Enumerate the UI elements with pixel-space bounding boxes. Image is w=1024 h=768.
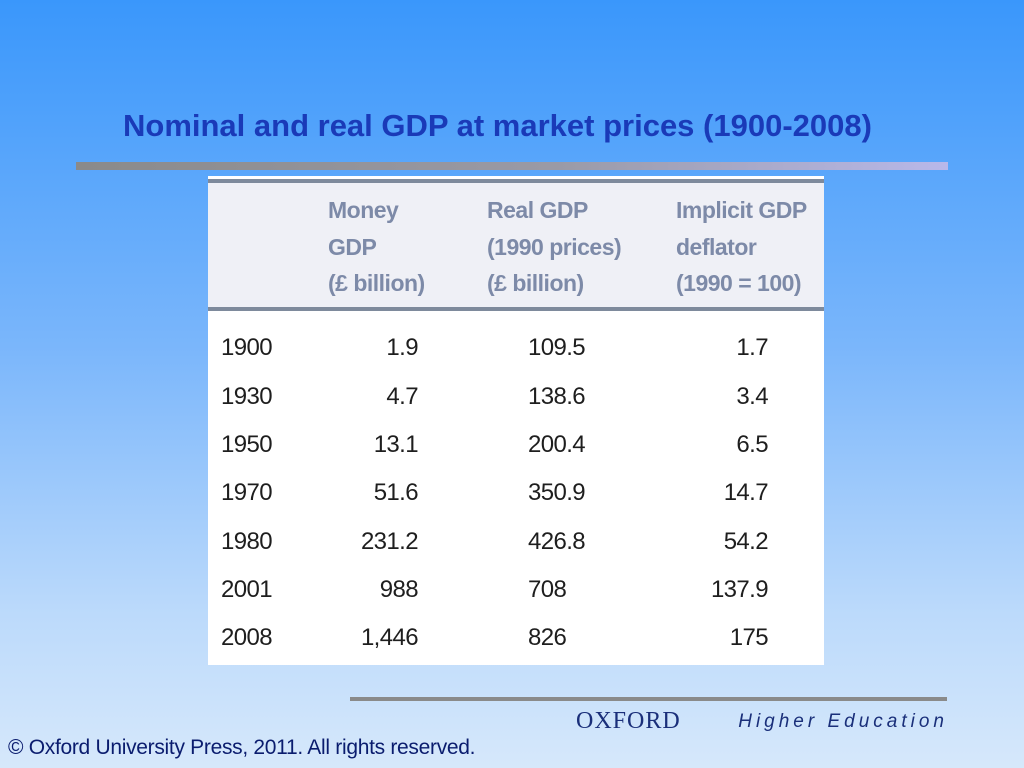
- header-line: Money: [328, 197, 399, 223]
- deflator-cell: 3.4: [736, 383, 768, 410]
- year-cell: 1900: [221, 334, 273, 361]
- copyright-notice: © Oxford University Press, 2011. All rig…: [8, 736, 476, 759]
- table-row: 1980 231.2 426.8 54.2: [208, 528, 824, 568]
- deflator-cell: 137.9: [710, 576, 769, 603]
- header-line: Real GDP: [487, 197, 588, 223]
- real-gdp-cell: 138.6: [528, 383, 586, 410]
- year-cell: 1930: [221, 383, 273, 410]
- header-line: (1990 = 100): [676, 270, 802, 296]
- table-top-rule: [208, 179, 824, 183]
- header-line: deflator: [676, 233, 757, 260]
- header-line: (1990 prices): [487, 233, 622, 260]
- real-gdp-cell: 350.9: [528, 479, 586, 506]
- slide-title: Nominal and real GDP at market prices (1…: [123, 108, 872, 143]
- table-header: [208, 183, 824, 311]
- header-line: (£ billion): [328, 270, 425, 296]
- year-cell: 1950: [221, 431, 273, 458]
- header-line: (£ billion): [487, 270, 584, 296]
- deflator-cell: 54.2: [723, 528, 769, 555]
- table-row: 1930 4.7 138.6 3.4: [208, 383, 824, 423]
- title-divider: [76, 162, 948, 170]
- real-gdp-cell: 200.4: [528, 431, 586, 458]
- table-header-rule: [208, 307, 824, 311]
- real-gdp-cell: 708: [528, 576, 567, 603]
- header-money-gdp: Money GDP (£ billion): [328, 192, 425, 302]
- year-cell: 2001: [221, 576, 273, 603]
- deflator-cell: 6.5: [736, 431, 768, 458]
- money-gdp-cell: 1.9: [386, 334, 418, 361]
- year-cell: 2008: [221, 624, 273, 651]
- brand-oxford: OXFORD: [576, 708, 681, 734]
- real-gdp-cell: 826: [528, 624, 567, 651]
- gdp-table: Money GDP (£ billion) Real GDP (1990 pri…: [208, 176, 824, 665]
- table-row: 2008 1,446 826 175: [208, 624, 824, 664]
- footer-divider: [350, 697, 947, 701]
- money-gdp-cell: 51.6: [373, 479, 419, 506]
- money-gdp-cell: 4.7: [386, 383, 418, 410]
- money-gdp-cell: 13.1: [373, 431, 419, 458]
- brand-higher-education: Higher Education: [738, 711, 948, 732]
- table-row: 1970 51.6 350.9 14.7: [208, 479, 824, 519]
- real-gdp-cell: 109.5: [528, 334, 586, 361]
- table-row: 1900 1.9 109.5 1.7: [208, 334, 824, 374]
- money-gdp-cell: 1,446: [360, 624, 419, 651]
- year-cell: 1970: [221, 479, 273, 506]
- money-gdp-cell: 231.2: [360, 528, 419, 555]
- header-line: Implicit GDP: [676, 197, 807, 223]
- real-gdp-cell: 426.8: [528, 528, 586, 555]
- deflator-cell: 175: [729, 624, 769, 651]
- table-row: 1950 13.1 200.4 6.5: [208, 431, 824, 471]
- table-row: 2001 988 708 137.9: [208, 576, 824, 616]
- deflator-cell: 1.7: [736, 334, 768, 361]
- year-cell: 1980: [221, 528, 273, 555]
- header-gdp-deflator: Implicit GDP deflator (1990 = 100): [676, 192, 807, 302]
- deflator-cell: 14.7: [723, 479, 769, 506]
- money-gdp-cell: 988: [379, 576, 419, 603]
- header-line: GDP: [328, 233, 377, 260]
- header-real-gdp: Real GDP (1990 prices) (£ billion): [487, 192, 622, 302]
- oxford-higher-education-logo: OXFORD Higher Education: [576, 708, 948, 738]
